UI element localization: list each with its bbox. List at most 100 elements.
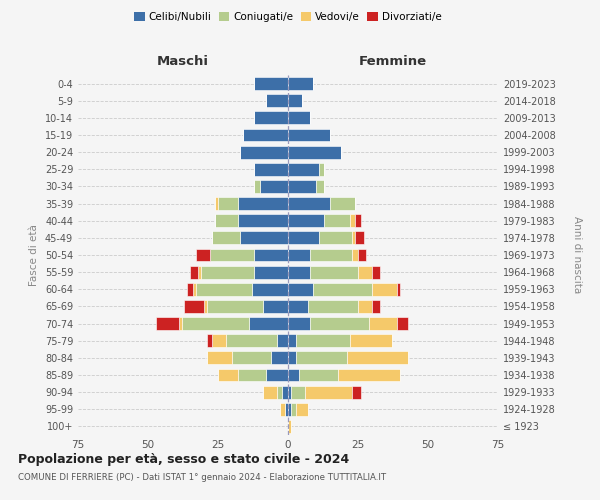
Bar — [238, 214, 288, 227]
Bar — [291, 386, 305, 398]
Bar — [288, 352, 296, 364]
Bar — [288, 403, 291, 415]
Bar — [263, 300, 288, 313]
Bar — [288, 317, 310, 330]
Bar — [218, 197, 238, 210]
Bar — [299, 368, 338, 382]
Bar — [196, 283, 251, 296]
Bar — [254, 77, 288, 90]
Bar — [338, 368, 400, 382]
Bar — [288, 232, 319, 244]
Bar — [296, 403, 308, 415]
Bar — [355, 214, 361, 227]
Bar — [277, 334, 288, 347]
Bar — [288, 180, 316, 193]
Bar — [251, 283, 288, 296]
Bar — [271, 352, 288, 364]
Bar — [266, 368, 288, 382]
Bar — [358, 300, 372, 313]
Bar — [325, 214, 350, 227]
Bar — [288, 214, 325, 227]
Bar — [310, 248, 352, 262]
Bar — [288, 197, 330, 210]
Bar — [350, 214, 355, 227]
Bar — [313, 283, 372, 296]
Bar — [288, 300, 308, 313]
Bar — [193, 283, 196, 296]
Bar — [319, 163, 325, 175]
Bar — [288, 128, 330, 141]
Bar — [254, 163, 288, 175]
Bar — [288, 248, 310, 262]
Bar — [319, 232, 352, 244]
Bar — [288, 334, 296, 347]
Legend: Celibi/Nubili, Coniugati/e, Vedovi/e, Divorziati/e: Celibi/Nubili, Coniugati/e, Vedovi/e, Di… — [130, 8, 446, 26]
Bar — [215, 197, 218, 210]
Text: Femmine: Femmine — [359, 55, 427, 68]
Bar — [352, 248, 358, 262]
Bar — [310, 266, 358, 278]
Bar — [232, 352, 271, 364]
Bar — [207, 300, 263, 313]
Bar — [358, 248, 367, 262]
Bar — [308, 300, 358, 313]
Bar — [241, 146, 288, 158]
Bar — [288, 266, 310, 278]
Bar — [288, 283, 313, 296]
Text: COMUNE DI FERRIERE (PC) - Dati ISTAT 1° gennaio 2024 - Elaborazione TUTTITALIA.I: COMUNE DI FERRIERE (PC) - Dati ISTAT 1° … — [18, 472, 386, 482]
Bar — [296, 352, 347, 364]
Bar — [288, 386, 291, 398]
Bar — [358, 266, 372, 278]
Bar — [350, 334, 392, 347]
Text: Maschi: Maschi — [157, 55, 209, 68]
Bar — [190, 266, 199, 278]
Bar — [288, 420, 291, 433]
Bar — [330, 197, 355, 210]
Bar — [288, 77, 313, 90]
Bar — [288, 94, 302, 107]
Bar — [212, 232, 241, 244]
Bar — [316, 180, 325, 193]
Bar — [241, 232, 288, 244]
Bar — [369, 317, 397, 330]
Bar — [352, 232, 355, 244]
Bar — [372, 266, 380, 278]
Bar — [355, 232, 364, 244]
Bar — [305, 386, 352, 398]
Bar — [182, 317, 249, 330]
Bar — [283, 386, 288, 398]
Bar — [199, 266, 201, 278]
Bar — [207, 334, 212, 347]
Bar — [157, 317, 179, 330]
Text: Popolazione per età, sesso e stato civile - 2024: Popolazione per età, sesso e stato civil… — [18, 452, 349, 466]
Bar — [196, 248, 209, 262]
Bar — [347, 352, 409, 364]
Bar — [212, 334, 226, 347]
Y-axis label: Anni di nascita: Anni di nascita — [572, 216, 583, 294]
Bar — [352, 386, 361, 398]
Bar — [260, 180, 288, 193]
Bar — [201, 266, 254, 278]
Bar — [254, 248, 288, 262]
Bar — [277, 386, 283, 398]
Bar — [179, 317, 182, 330]
Bar — [243, 128, 288, 141]
Bar — [238, 368, 266, 382]
Bar — [254, 180, 260, 193]
Bar — [310, 317, 369, 330]
Bar — [372, 283, 397, 296]
Bar — [218, 368, 238, 382]
Bar — [249, 317, 288, 330]
Bar — [296, 334, 350, 347]
Bar — [288, 368, 299, 382]
Bar — [288, 112, 310, 124]
Bar — [254, 266, 288, 278]
Bar — [184, 300, 204, 313]
Bar — [254, 112, 288, 124]
Bar — [280, 403, 285, 415]
Bar — [215, 214, 238, 227]
Bar — [204, 300, 207, 313]
Bar — [288, 163, 319, 175]
Bar — [263, 386, 277, 398]
Bar — [291, 403, 296, 415]
